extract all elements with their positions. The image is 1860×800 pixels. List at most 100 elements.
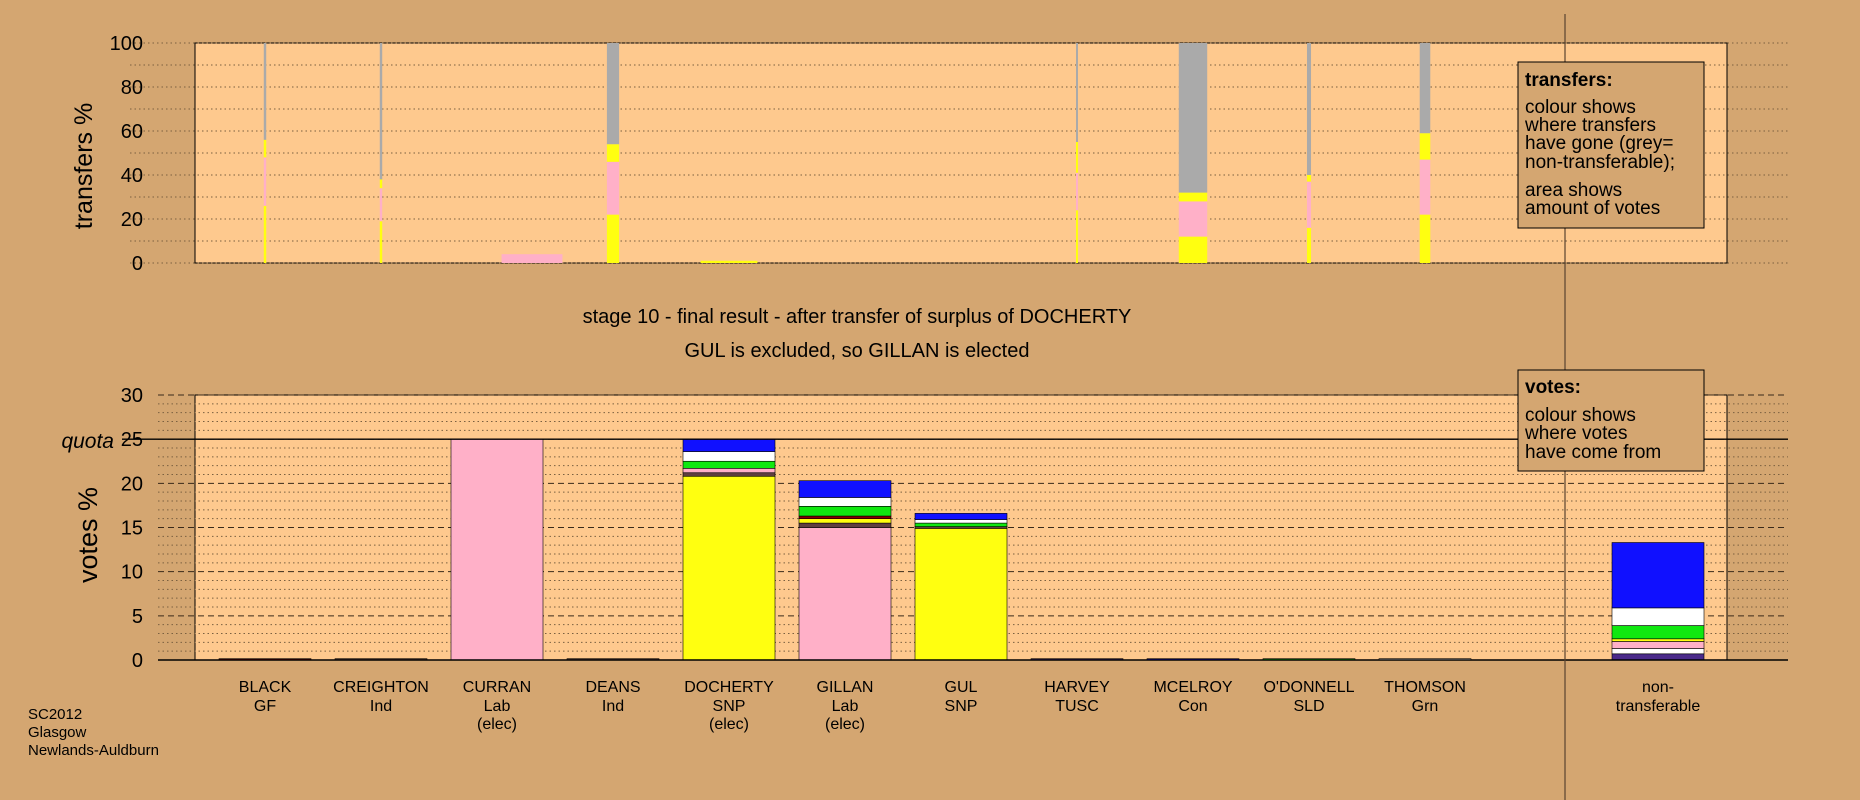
votes-tick-label: 20 — [121, 473, 143, 495]
vote-bar-segment — [682, 451, 776, 462]
candidate-party-label: TUSC — [1055, 698, 1099, 715]
transfer-bar-segment — [606, 43, 620, 145]
candidate-name-label: GUL — [945, 679, 978, 696]
non-transferable-bar-segment — [1611, 653, 1705, 661]
non-transferable-bar-segment — [1611, 607, 1705, 626]
candidate-party-label: Ind — [370, 698, 392, 715]
transfer-bar-segment — [263, 205, 267, 263]
transfers-legend-line: where transfers — [1524, 115, 1656, 136]
result-caption: GUL is excluded, so GILLAN is elected — [685, 340, 1030, 362]
vote-bar-segment — [682, 468, 776, 474]
vote-bar-segment — [682, 472, 776, 477]
transfers-tick-label: 100 — [110, 33, 143, 55]
transfers-tick-label: 60 — [121, 121, 143, 143]
non-transferable-label: transferable — [1616, 698, 1701, 715]
non-transferable-label: non- — [1642, 679, 1674, 696]
quota-label: quota — [61, 430, 114, 453]
votes-legend-line: have come from — [1525, 442, 1661, 463]
candidate-elected-label: (elec) — [477, 716, 517, 733]
candidate-name-label: THOMSON — [1384, 679, 1466, 696]
votes-legend: votes: colour shows where votes have com… — [1517, 369, 1705, 472]
transfer-bar-segment — [379, 43, 383, 180]
transfer-bar-segment — [1306, 181, 1312, 228]
candidate-name-label: MCELROY — [1153, 679, 1232, 696]
candidate-name-label: CURRAN — [463, 679, 531, 696]
transfers-legend-line: colour shows — [1525, 97, 1636, 118]
votes-tick-label: 25 — [121, 429, 143, 451]
votes-legend-title: votes: — [1525, 377, 1581, 398]
vote-bar-segment — [798, 522, 892, 528]
transfers-tick-label: 40 — [121, 165, 143, 187]
transfer-bar-segment — [1178, 201, 1208, 237]
votes-tick-label: 5 — [132, 606, 143, 628]
candidate-name-label: O'DONNELL — [1263, 679, 1354, 696]
votes-tick-label: 15 — [121, 518, 143, 540]
candidate-party-label: SLD — [1293, 698, 1324, 715]
transfer-bar-segment — [1306, 227, 1312, 263]
vote-bar-segment — [798, 527, 892, 661]
tick-and-candidate-labels: 0 20 40 60 80 100 0 5 10 15 20 25 30 BLACK GF CREIGHTON… — [110, 33, 1466, 733]
transfer-bar-segment — [606, 144, 620, 162]
transfer-bar-segment — [501, 254, 563, 263]
transfers-legend-line: amount of votes — [1525, 198, 1660, 219]
transfer-bar-segment — [1306, 43, 1312, 175]
candidate-name-label: BLACK — [239, 679, 292, 696]
non-transferable-bar-segment — [1611, 625, 1705, 640]
transfer-bar-segment — [1076, 210, 1078, 263]
vote-bar-segment — [914, 519, 1008, 524]
transfers-legend: transfers: colour shows where transfers … — [1517, 61, 1705, 229]
transfer-bar-segment — [1306, 175, 1312, 182]
vote-bar-segment — [450, 438, 544, 661]
vote-bar-segment — [682, 438, 776, 452]
transfer-bar-segment — [1178, 236, 1208, 263]
footer-council: Glasgow — [28, 724, 87, 741]
non-transferable-bar-segment — [1611, 638, 1705, 642]
transfer-bar-segment — [1419, 43, 1431, 134]
vote-bar-segment — [914, 528, 1008, 661]
transfers-axis-title: transfers % — [70, 103, 98, 229]
transfers-legend-line: non-transferable); — [1525, 152, 1675, 173]
transfer-bar-segment — [606, 161, 620, 215]
transfer-bar-segment — [263, 157, 267, 206]
transfer-bar-segment — [1076, 142, 1078, 173]
footer-ward: Newlands-Auldburn — [28, 742, 159, 759]
vote-bar-segment — [682, 460, 776, 469]
non-transferable-bar-segment — [1611, 542, 1705, 609]
transfer-bar-segment — [263, 139, 267, 158]
candidate-elected-label: (elec) — [825, 716, 865, 733]
vote-bar-segment — [682, 475, 776, 661]
candidate-name-label: GILLAN — [817, 679, 874, 696]
footer-election: SC2012 — [28, 706, 82, 723]
votes-axis-title: votes % — [73, 487, 103, 583]
transfer-bar-segment — [1419, 159, 1431, 215]
bars — [218, 43, 1705, 661]
non-transferable-bar-segment — [1611, 641, 1705, 649]
transfer-bar-segment — [379, 221, 383, 263]
vote-bar-segment — [798, 518, 892, 524]
vote-bar-segment — [914, 513, 1008, 520]
non-transferable-bar-segment — [1611, 648, 1705, 655]
candidate-party-label: GF — [254, 698, 276, 715]
transfer-bar-segment — [1178, 43, 1208, 193]
candidate-name-label: CREIGHTON — [333, 679, 429, 696]
transfers-plot-area — [194, 42, 1728, 264]
transfer-bar-segment — [1178, 192, 1208, 202]
transfer-bar-segment — [1076, 172, 1078, 211]
candidate-party-label: Ind — [602, 698, 624, 715]
candidate-party-label: Grn — [1412, 698, 1439, 715]
candidate-name-label: DEANS — [585, 679, 640, 696]
transfer-bar-segment — [379, 188, 383, 222]
candidate-party-label: Con — [1178, 698, 1207, 715]
votes-tick-label: 30 — [121, 385, 143, 407]
transfers-tick-label: 0 — [132, 253, 143, 275]
candidate-party-label: SNP — [945, 698, 978, 715]
transfer-bar-segment — [263, 43, 267, 140]
vote-bar-segment — [798, 497, 892, 507]
candidate-party-label: Lab — [484, 698, 511, 715]
votes-legend-line: colour shows — [1525, 405, 1636, 426]
candidate-party-label: SNP — [713, 698, 746, 715]
transfer-bar-segment — [606, 214, 620, 263]
transfers-tick-label: 20 — [121, 209, 143, 231]
transfers-tick-label: 80 — [121, 77, 143, 99]
